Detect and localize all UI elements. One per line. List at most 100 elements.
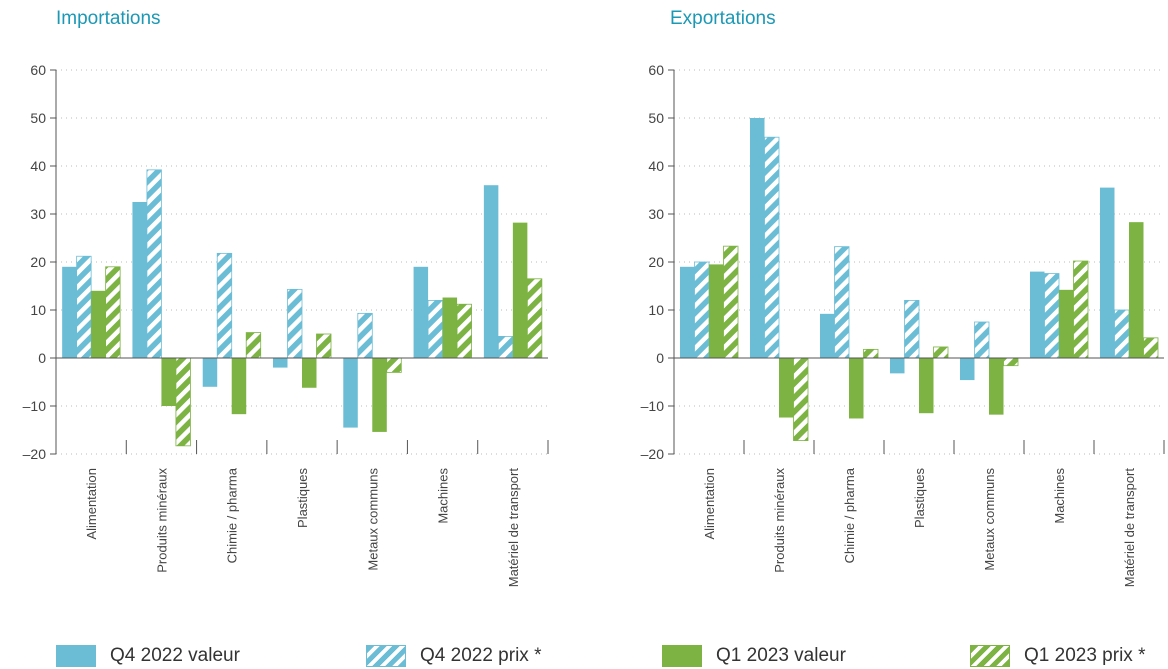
bar-q4-2022-prix-metaux-communs	[974, 321, 990, 359]
y-tick-label: 50	[30, 110, 46, 126]
y-tick-label: 0	[656, 350, 664, 366]
bar-q1-2023-valeur-chimie-pharma	[849, 358, 864, 419]
bar-q1-2023-valeur-produits-mineraux	[161, 358, 176, 406]
bar-q4-2022-valeur-metaux-communs	[343, 358, 358, 428]
bar-q4-2022-valeur-alimentation	[680, 266, 695, 358]
y-tick-label: –20	[641, 446, 665, 462]
bar-q4-2022-valeur-alimentation	[62, 266, 77, 358]
legend-item-q1-prix: Q1 2023 prix *	[970, 644, 1145, 668]
bar-q1-2023-prix-produits-mineraux	[793, 357, 809, 441]
category-label-chimie-pharma: Chimie / pharma	[842, 467, 857, 563]
bar-q4-2022-prix-chimie-pharma	[216, 252, 233, 359]
bar-q4-2022-prix-chimie-pharma	[834, 246, 850, 359]
category-label-metaux-communs: Metaux communs	[982, 468, 997, 571]
bar-q1-2023-prix-machines	[1073, 260, 1089, 359]
bar-q4-2022-valeur-chimie-pharma	[202, 358, 218, 387]
legend-swatch-q1-valeur	[662, 645, 702, 667]
legend-item-q4-prix: Q4 2022 prix *	[366, 644, 541, 668]
category-label-produits-mineraux: Produits minéraux	[772, 468, 787, 573]
bar-charts-canvas: 60 50 40 30 20 10 0 –10 –20 Alimentation Produits …	[23, 62, 1165, 588]
y-tick-label: 20	[30, 254, 46, 270]
category-label-machines: Machines	[1052, 468, 1067, 524]
exportations-chart: 60 50 40 30 20 10 0 –10 –20 Alimentation Produits …	[641, 62, 1165, 588]
bar-q4-2022-prix-produits-mineraux	[146, 169, 162, 359]
bar-q1-2023-prix-plastiques	[933, 346, 949, 359]
bar-q1-2023-valeur-plastiques	[302, 358, 317, 388]
bar-q1-2023-prix-alimentation	[105, 266, 121, 359]
bar-q4-2022-valeur-materiel-de-transport	[1100, 187, 1115, 358]
category-label-materiel-de-transport: Matériel de transport	[506, 468, 521, 588]
bar-q4-2022-prix-alimentation	[694, 261, 710, 359]
bar-q1-2023-valeur-metaux-communs	[989, 358, 1004, 415]
bar-q1-2023-prix-metaux-communs	[1003, 357, 1019, 367]
bar-q1-2023-prix-plastiques	[316, 333, 332, 359]
y-tick-label: –10	[23, 398, 47, 414]
bar-q1-2023-prix-materiel-de-transport	[1143, 337, 1159, 359]
bar-q4-2022-prix-alimentation	[76, 255, 92, 359]
y-tick-label: 40	[30, 158, 46, 174]
bar-q4-2022-valeur-machines	[1030, 271, 1045, 358]
legend-label-q4-prix: Q4 2022 prix *	[420, 645, 542, 666]
bar-q4-2022-valeur-produits-mineraux	[132, 202, 147, 358]
bar-q4-2022-prix-metaux-communs	[357, 312, 373, 359]
y-tick-label: 60	[648, 62, 664, 78]
bar-q4-2022-prix-plastiques	[904, 299, 920, 359]
bar-q1-2023-valeur-materiel-de-transport	[512, 222, 528, 358]
bar-q1-2023-valeur-chimie-pharma	[231, 358, 247, 415]
y-tick-label: 10	[30, 302, 46, 318]
bar-q1-2023-prix-chimie-pharma	[863, 348, 879, 359]
y-tick-label: 10	[648, 302, 664, 318]
bar-q1-2023-prix-machines	[456, 303, 472, 359]
legend-label-q1-prix: Q1 2023 prix *	[1024, 645, 1146, 666]
bar-q4-2022-prix-produits-mineraux	[764, 136, 780, 359]
y-tick-label: 30	[30, 206, 46, 222]
bar-q4-2022-prix-materiel-de-transport	[497, 335, 514, 359]
bar-q1-2023-prix-materiel-de-transport	[526, 278, 543, 359]
bar-q1-2023-prix-metaux-communs	[386, 357, 402, 373]
legend-swatch-q1-prix	[970, 645, 1010, 667]
bar-q1-2023-valeur-plastiques	[919, 358, 934, 414]
bar-q4-2022-valeur-produits-mineraux	[750, 118, 765, 358]
bar-q1-2023-valeur-alimentation	[91, 290, 106, 358]
bar-q4-2022-prix-machines	[1044, 273, 1060, 359]
y-tick-label: 50	[648, 110, 664, 126]
bar-q4-2022-valeur-chimie-pharma	[820, 313, 835, 358]
chart-title-importations: Importations	[56, 8, 161, 29]
bar-q4-2022-valeur-metaux-communs	[960, 358, 975, 381]
bar-q4-2022-prix-plastiques	[287, 288, 303, 359]
bar-q1-2023-valeur-machines	[442, 297, 458, 358]
bar-q4-2022-prix-materiel-de-transport	[1114, 309, 1130, 359]
bar-q1-2023-valeur-machines	[1059, 289, 1074, 358]
chart-title-exportations: Exportations	[670, 8, 776, 29]
bar-q1-2023-valeur-produits-mineraux	[779, 358, 794, 418]
importations-chart: 60 50 40 30 20 10 0 –10 –20 Alimentation Produits …	[23, 62, 549, 588]
bar-q1-2023-prix-chimie-pharma	[245, 332, 262, 359]
bar-q1-2023-prix-produits-mineraux	[175, 357, 191, 447]
category-label-alimentation: Alimentation	[702, 468, 717, 540]
category-label-metaux-communs: Metaux communs	[365, 468, 380, 571]
y-tick-label: –10	[641, 398, 665, 414]
category-label-plastiques: Plastiques	[295, 468, 310, 528]
bar-q1-2023-valeur-alimentation	[709, 264, 724, 358]
legend-item-q1-valeur: Q1 2023 valeur	[662, 644, 846, 668]
bar-q1-2023-valeur-materiel-de-transport	[1129, 222, 1144, 358]
bar-q4-2022-valeur-materiel-de-transport	[483, 185, 499, 358]
legend-item-q4-valeur: Q4 2022 valeur	[56, 644, 240, 668]
category-label-produits-mineraux: Produits minéraux	[154, 468, 169, 573]
category-label-machines: Machines	[436, 468, 451, 524]
y-tick-label: 60	[30, 62, 46, 78]
y-tick-label: 20	[648, 254, 664, 270]
y-tick-label: 40	[648, 158, 664, 174]
y-tick-label: 0	[38, 350, 46, 366]
legend-label-q4-valeur: Q4 2022 valeur	[110, 645, 240, 666]
bar-q1-2023-prix-alimentation	[723, 245, 739, 359]
category-label-alimentation: Alimentation	[84, 468, 99, 540]
bar-q1-2023-valeur-metaux-communs	[372, 358, 387, 432]
y-tick-label: –20	[23, 446, 47, 462]
bar-q4-2022-valeur-machines	[413, 266, 429, 358]
legend-swatch-q4-valeur	[56, 645, 96, 667]
category-label-materiel-de-transport: Matériel de transport	[1122, 468, 1137, 588]
category-label-chimie-pharma: Chimie / pharma	[225, 467, 240, 563]
legend-swatch-q4-prix	[366, 645, 406, 667]
bar-q4-2022-valeur-plastiques	[273, 358, 288, 368]
